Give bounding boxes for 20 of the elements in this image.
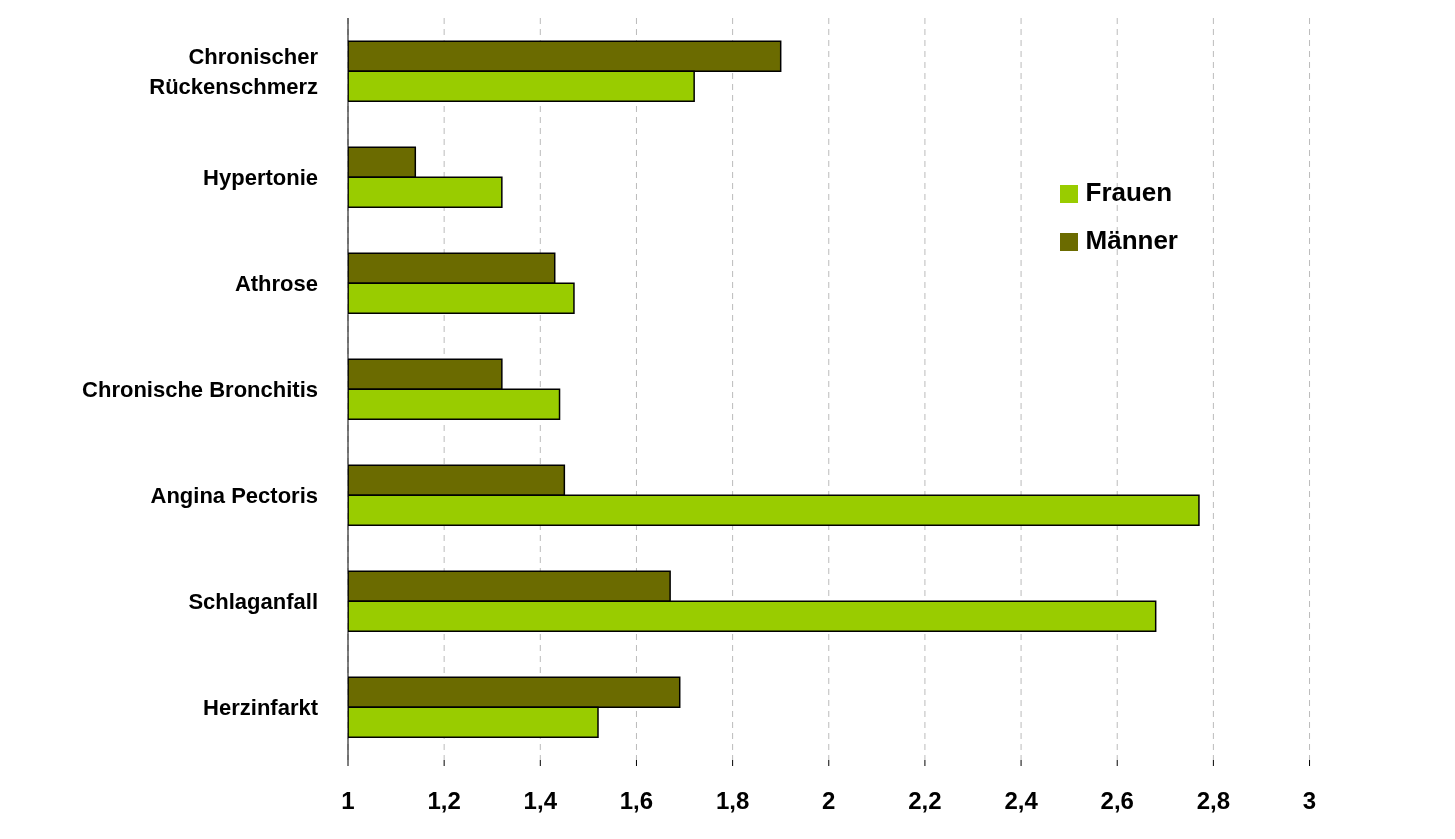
- y-tick-label: Angina Pectoris: [150, 482, 318, 508]
- y-tick-label: Herzinfarkt: [203, 694, 319, 720]
- x-tick-label: 1,4: [523, 787, 558, 815]
- x-tick-label: 2,2: [908, 787, 942, 815]
- x-tick-label: 1: [341, 787, 355, 815]
- legend-label: Frauen: [1085, 177, 1173, 207]
- x-tick-label: 1,8: [715, 787, 750, 815]
- legend-label: Männer: [1085, 225, 1178, 255]
- y-tick-label: Chronische Bronchitis: [82, 376, 318, 402]
- x-tick-label: 3: [1302, 787, 1317, 815]
- y-tick-label: Chronischer Rückenschmerz: [149, 43, 319, 99]
- y-tick-label: Schlaganfall: [188, 588, 318, 614]
- x-tick-label: 2,6: [1100, 787, 1134, 815]
- x-tick-label: 1,2: [427, 787, 461, 815]
- x-tick-label: 2,4: [1004, 787, 1039, 815]
- x-tick-label: 2: [822, 787, 836, 815]
- x-tick-label: 2,8: [1196, 787, 1231, 815]
- y-tick-label: Hypertonie: [203, 164, 318, 190]
- y-tick-label: Athrose: [234, 270, 318, 296]
- x-tick-label: 1,6: [619, 787, 654, 815]
